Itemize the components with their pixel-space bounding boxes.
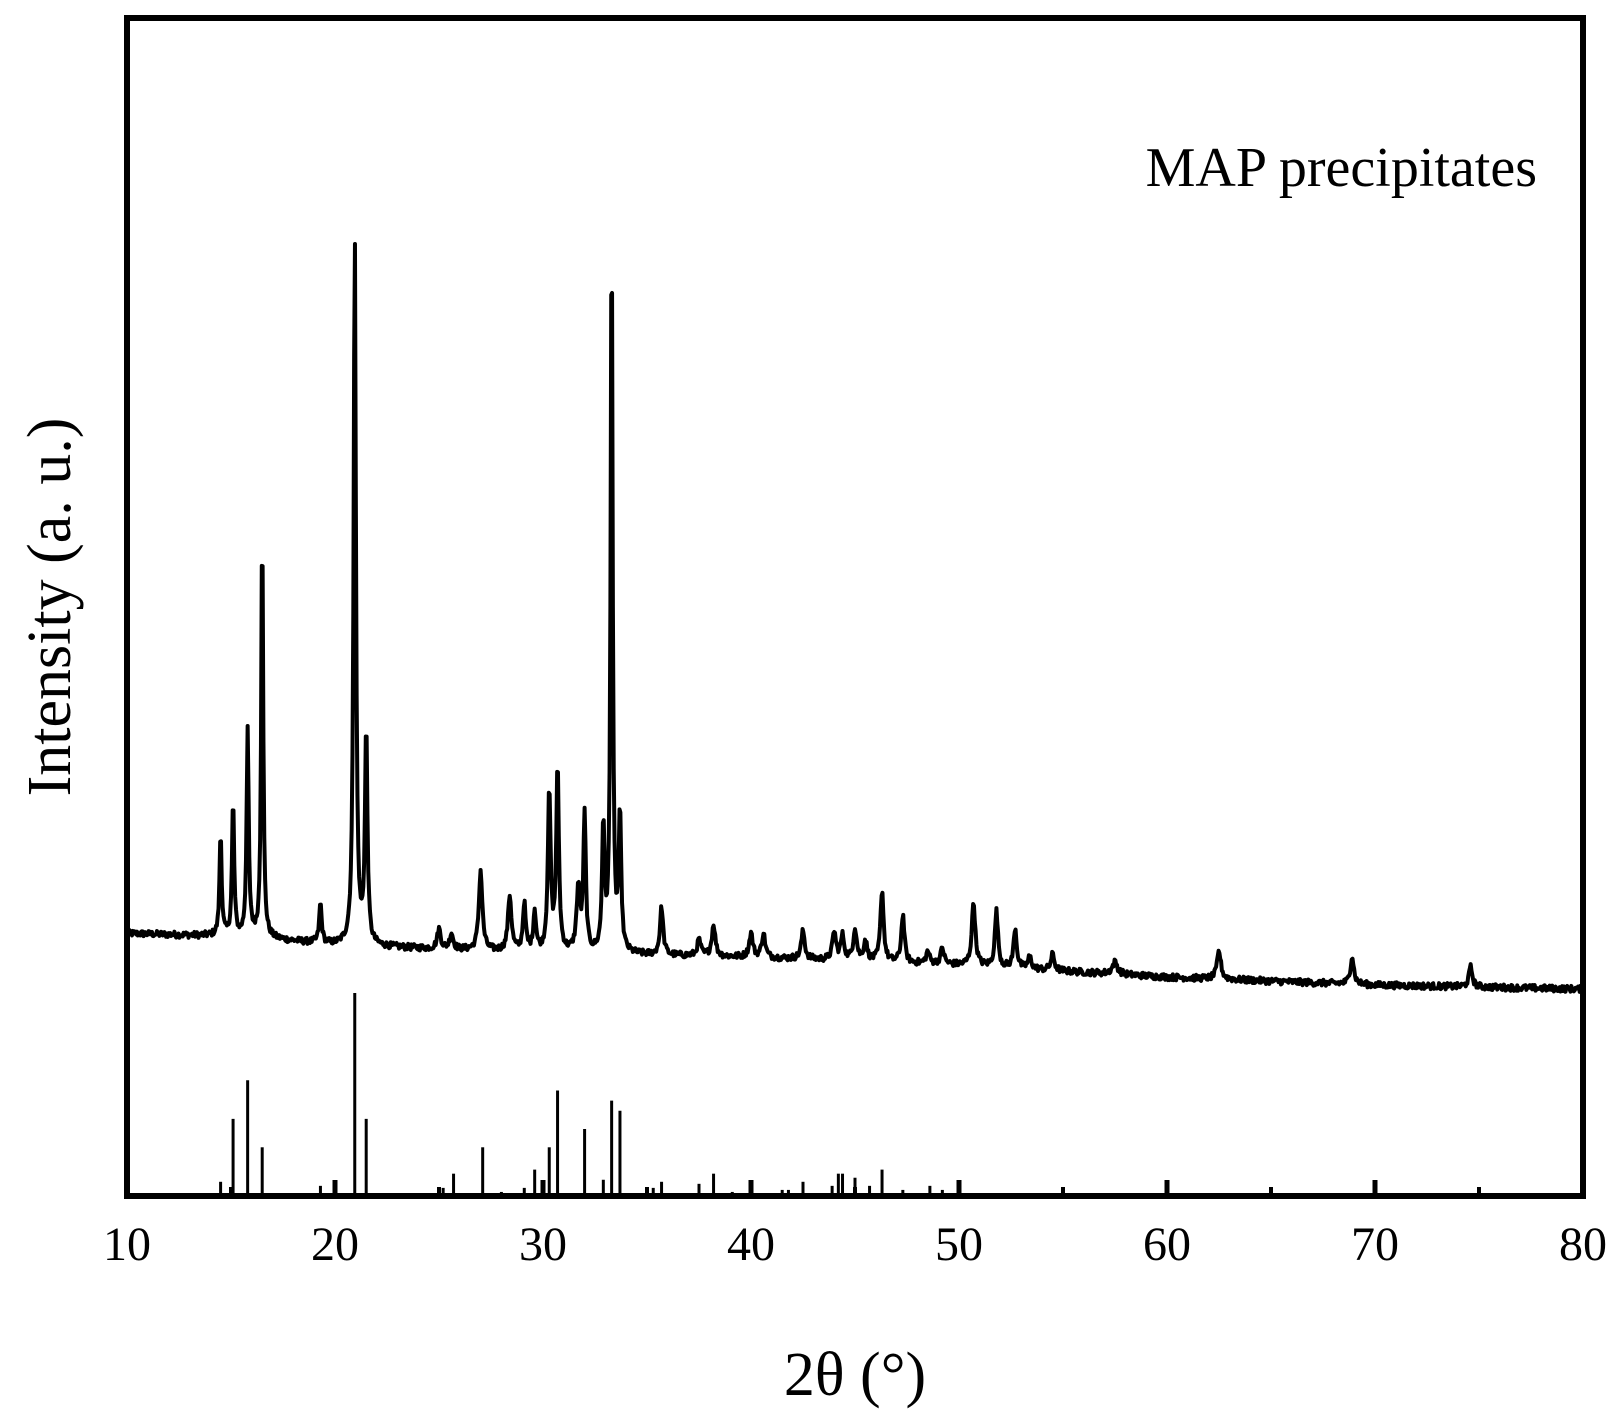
x-axis-title: 2θ (°) xyxy=(784,1341,926,1409)
xrd-pattern-line xyxy=(125,241,1585,995)
x-tick-label: 10 xyxy=(103,1218,151,1271)
x-tick-label: 60 xyxy=(1143,1218,1191,1271)
plot-frame xyxy=(124,15,1586,1199)
x-tick-label: 50 xyxy=(935,1218,983,1271)
x-tick-label: 80 xyxy=(1559,1218,1607,1271)
x-tick-label: 40 xyxy=(727,1218,775,1271)
chart-annotation: MAP precipitates xyxy=(1146,137,1537,199)
reference-pattern xyxy=(219,993,944,1196)
y-axis-title: Intensity (a. u.) xyxy=(16,418,84,797)
x-tick-label: 20 xyxy=(311,1218,359,1271)
x-axis-tick-labels: 10 20 30 40 50 60 70 80 xyxy=(103,1218,1607,1271)
x-tick-label: 30 xyxy=(519,1218,567,1271)
x-tick-label: 70 xyxy=(1351,1218,1399,1271)
